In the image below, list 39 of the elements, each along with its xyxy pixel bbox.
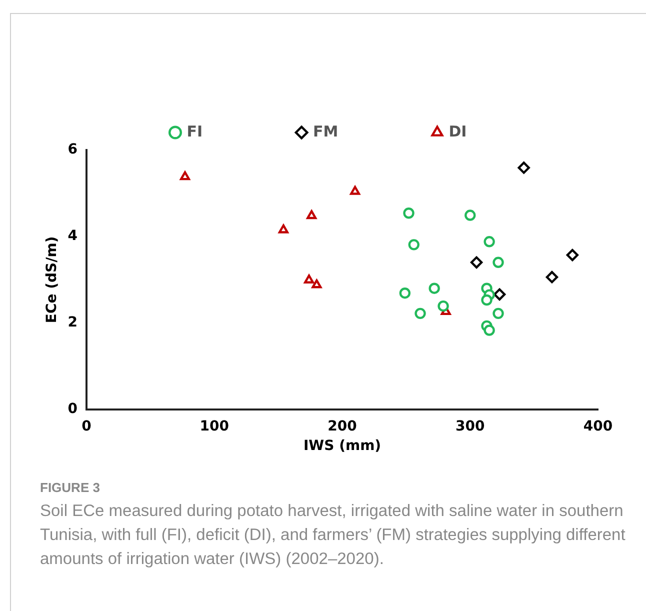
x-tick-label: 300 <box>456 418 485 434</box>
legend-label: FM <box>313 122 338 140</box>
point <box>414 308 426 320</box>
point <box>438 300 449 312</box>
point <box>492 308 504 320</box>
point <box>492 256 504 268</box>
y-axis-title: ECe (dS/m) <box>44 236 60 324</box>
y-tick-label: 0 <box>68 401 78 418</box>
y-tick-label: 4 <box>68 228 78 244</box>
x-tick-label: 400 <box>583 418 613 434</box>
point <box>408 239 420 250</box>
legend-label: DI <box>448 122 467 140</box>
point <box>312 279 322 288</box>
caption: FIGURE 3 <box>40 480 101 495</box>
point <box>484 324 495 336</box>
point <box>493 288 506 300</box>
x-tick-label: 0 <box>82 418 92 434</box>
y-tick-label: 2 <box>68 314 78 331</box>
x-tick-label: 100 <box>200 418 230 434</box>
x-axis-title: IWS (mm) <box>303 438 382 454</box>
point <box>546 271 558 284</box>
point <box>481 294 492 306</box>
point <box>304 274 314 284</box>
text: Soil ECe measured during potato harvest, irrigated with saline water in southern Tunisia, with full (FI), deficit (DI), and farmers’ (FM) strategies supplying different amounts of irrigation water (IWS) (2002–2020). <box>40 501 626 570</box>
point <box>350 186 360 195</box>
point <box>399 288 411 299</box>
point <box>484 236 495 248</box>
point <box>403 208 414 219</box>
point <box>464 210 476 221</box>
point <box>180 171 190 180</box>
point <box>470 256 483 269</box>
legend-label: FI <box>186 122 203 140</box>
y-tick-label: 6 <box>68 142 78 158</box>
x-tick-label: 200 <box>328 418 358 434</box>
point <box>306 210 317 220</box>
point <box>518 162 530 174</box>
point <box>428 282 440 294</box>
point <box>566 248 579 262</box>
point <box>278 224 288 234</box>
